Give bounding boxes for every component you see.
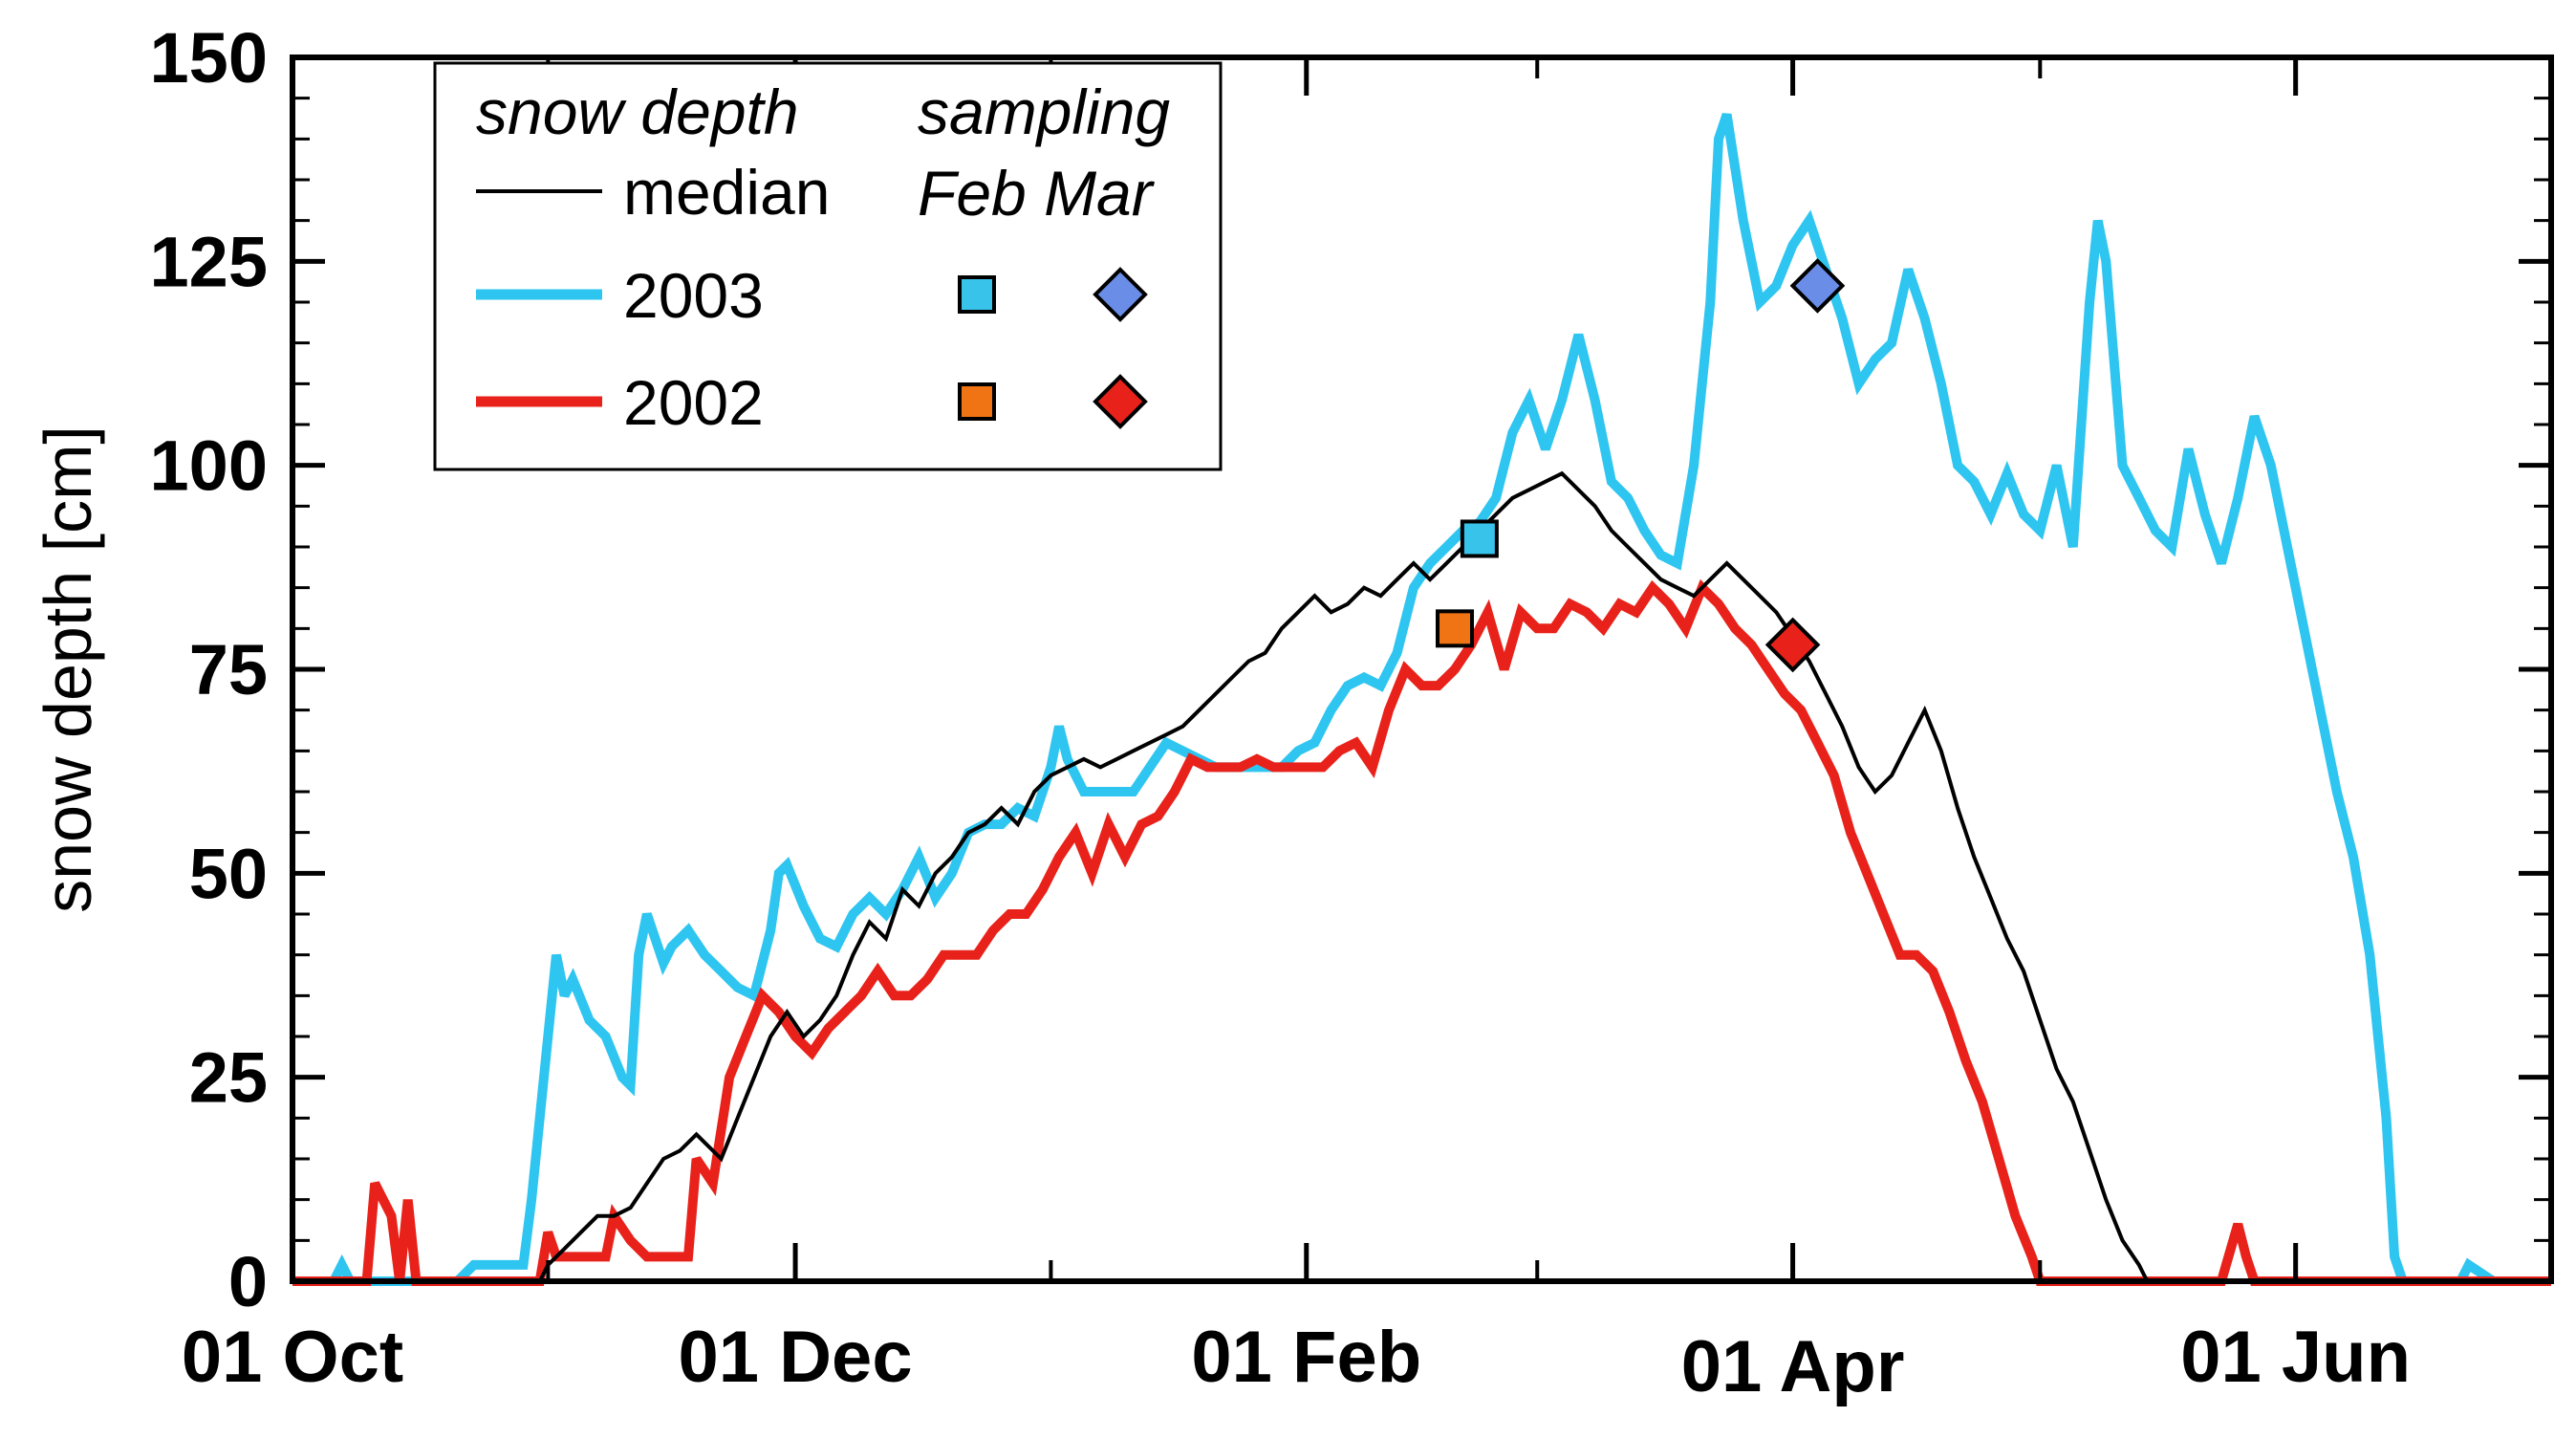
y-tick-label: 150	[150, 18, 268, 98]
y-tick-label: 100	[150, 426, 268, 506]
y-tick-label: 75	[189, 630, 268, 709]
series-line-2002	[292, 578, 2551, 1286]
x-tick-label: 01 Jun	[2180, 1317, 2411, 1398]
x-tick-label: 01 Feb	[1191, 1317, 1421, 1398]
x-tick-label: 01 Apr	[1681, 1326, 1905, 1407]
legend-header-sampling: sampling	[918, 76, 1170, 147]
y-tick-label: 125	[150, 222, 268, 301]
legend-marker-2002-mar	[1093, 374, 1148, 429]
y-tick-label: 50	[189, 834, 268, 913]
legend-header-snow-depth: snow depth	[476, 76, 799, 147]
legend-box	[433, 61, 1223, 471]
y-tick-label: 0	[228, 1242, 268, 1321]
legend-marker-2003-mar	[1093, 267, 1148, 322]
plot-frame	[290, 55, 2554, 1284]
y-tick-labels: 0 25 50 75 100 125 150	[150, 18, 268, 1321]
legend-marker-2002-feb	[958, 382, 996, 421]
marker-2003-mar-sampling	[1789, 258, 1846, 314]
series-line-median	[292, 470, 2551, 1283]
y-axis-label: snow depth [cm]	[31, 425, 105, 913]
y-tick-label: 25	[189, 1038, 268, 1118]
legend-label-2003: 2003	[623, 260, 764, 331]
series-layer	[292, 113, 2551, 1286]
marker-2002-feb-sampling	[1435, 609, 1474, 648]
legend: snow depth sampling Feb Mar median 2003 …	[433, 61, 1223, 471]
marker-layer	[1435, 258, 1846, 673]
legend-header-months: Feb Mar	[918, 158, 1156, 229]
marker-2003-feb-sampling	[1460, 519, 1499, 558]
marker-2002-mar-sampling	[1764, 617, 1821, 673]
legend-marker-2003-feb	[958, 275, 996, 314]
legend-label-median: median	[623, 157, 830, 228]
x-tick-labels: 01 Oct 01 Dec 01 Feb 01 Apr 01 Jun	[182, 1317, 2411, 1407]
series-line-2003	[292, 113, 2551, 1286]
legend-label-2002: 2002	[623, 367, 764, 438]
x-tick-label: 01 Dec	[679, 1317, 913, 1398]
x-tick-label: 01 Oct	[182, 1317, 403, 1398]
